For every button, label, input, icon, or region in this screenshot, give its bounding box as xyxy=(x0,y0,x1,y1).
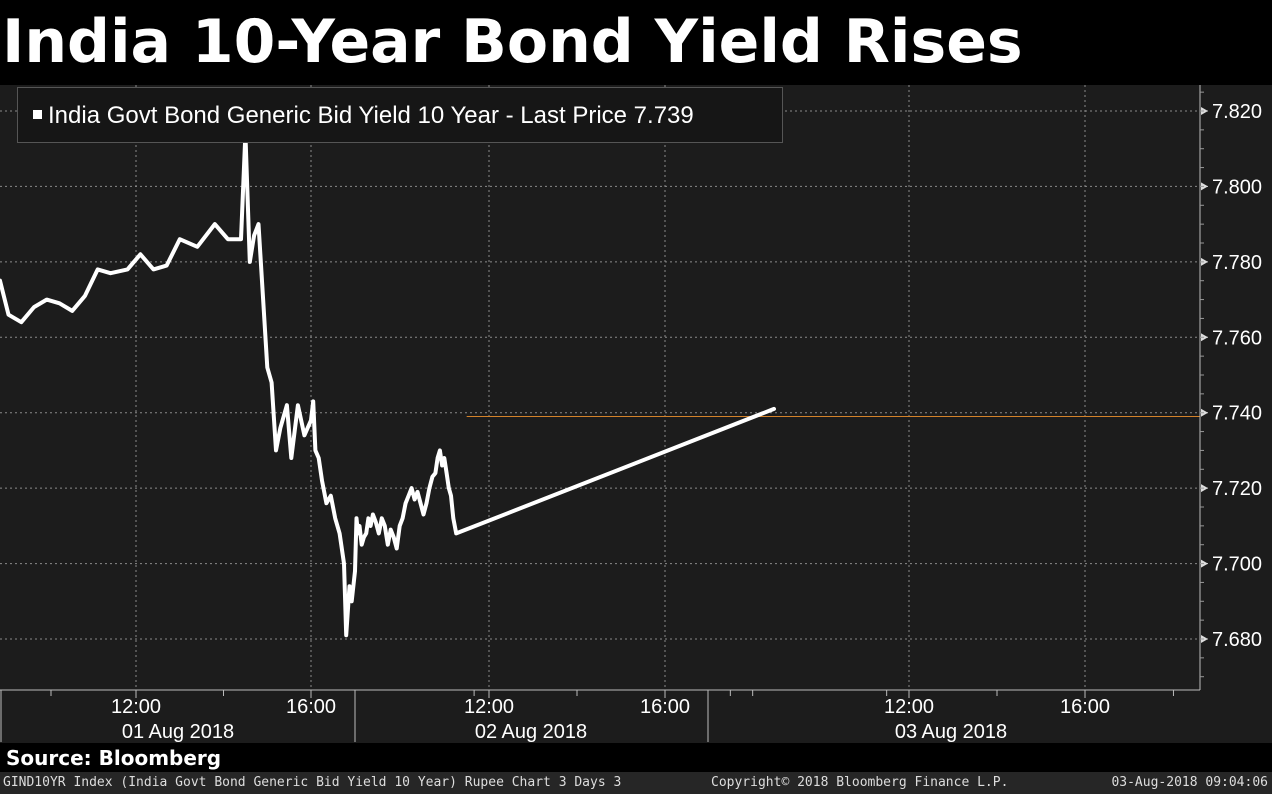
y-tick-pointer xyxy=(1201,182,1208,191)
y-tick-pointer xyxy=(1201,107,1208,115)
grid-lines xyxy=(0,85,1200,690)
x-tick-label: 12:00 xyxy=(111,696,161,718)
y-tick-pointer xyxy=(1201,333,1208,342)
y-tick-label: 7.680 xyxy=(1212,629,1262,651)
y-tick-pointer xyxy=(1201,257,1208,266)
plot-area: 7.680 7.700 7.720 7.740 7.760 7.780 7.800 7.820… xyxy=(0,85,1272,743)
y-tick-label: 7.720 xyxy=(1212,478,1262,500)
y-axis: 7.680 7.700 7.720 7.740 7.760 7.780 7.800 7.820 xyxy=(1199,85,1262,690)
x-tick-label: 16:00 xyxy=(286,696,336,718)
y-tick-label: 7.780 xyxy=(1212,252,1262,274)
series-line xyxy=(0,131,776,638)
x-tick-label: 16:00 xyxy=(640,696,690,718)
x-tick-label: 12:00 xyxy=(464,696,514,718)
x-tick-label: 16:00 xyxy=(1060,696,1110,718)
footer-bar: GIND10YR Index (India Govt Bond Generic … xyxy=(0,772,1272,794)
y-tick-label: 7.820 xyxy=(1212,101,1262,123)
y-tick-pointer xyxy=(1201,408,1208,417)
y-tick-pointer xyxy=(1201,635,1208,643)
chart-title: India 10-Year Bond Yield Rises xyxy=(2,7,1023,77)
y-tick-label: 7.800 xyxy=(1212,176,1262,198)
source-label: Source: Bloomberg xyxy=(6,746,222,770)
y-tick-pointer xyxy=(1201,559,1208,568)
x-tick-label: 12:00 xyxy=(884,696,934,718)
legend-label: India Govt Bond Generic Bid Yield 10 Yea… xyxy=(48,102,694,129)
y-tick-label: 7.700 xyxy=(1212,554,1262,576)
line-chart: 7.680 7.700 7.720 7.740 7.760 7.780 7.800 7.820… xyxy=(0,85,1262,743)
footer-copyright: Copyright© 2018 Bloomberg Finance L.P. xyxy=(711,775,1009,790)
x-date-label: 03 Aug 2018 xyxy=(895,721,1007,743)
x-date-label: 01 Aug 2018 xyxy=(122,721,234,743)
legend-marker xyxy=(33,110,42,119)
y-tick-pointer xyxy=(1201,484,1208,493)
y-tick-label: 7.760 xyxy=(1212,327,1262,349)
y-tick-label: 7.740 xyxy=(1212,403,1262,425)
day-separators xyxy=(354,690,709,742)
x-axis: 12:00 16:00 12:00 16:00 12:00 16:00 01 Aug 201… xyxy=(0,689,1200,743)
chart-legend: India Govt Bond Generic Bid Yield 10 Yea… xyxy=(17,87,783,143)
footer-ticker-description: GIND10YR Index (India Govt Bond Generic … xyxy=(3,775,622,790)
footer-timestamp: 03-Aug-2018 09:04:06 xyxy=(1111,775,1268,790)
x-date-label: 02 Aug 2018 xyxy=(475,721,587,743)
series-layer xyxy=(0,131,776,638)
